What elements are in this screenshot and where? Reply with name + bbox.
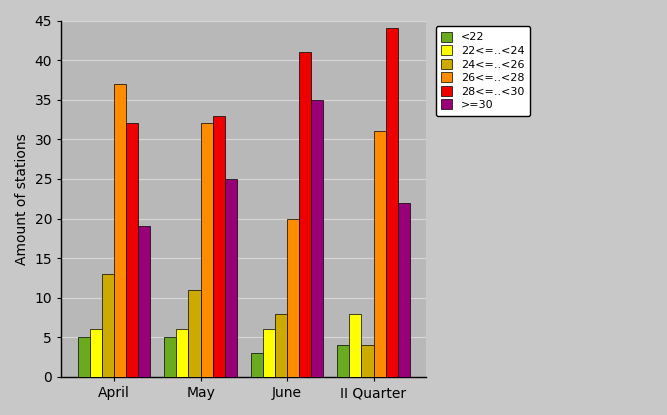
Bar [374, 132, 386, 377]
Y-axis label: Amount of stations: Amount of stations [15, 133, 29, 265]
Bar [126, 124, 138, 377]
Bar [164, 337, 176, 377]
Bar [102, 274, 114, 377]
Bar [138, 227, 151, 377]
Bar [213, 115, 225, 377]
Bar [338, 345, 350, 377]
Bar [362, 345, 374, 377]
Bar [176, 330, 189, 377]
Bar [201, 124, 213, 377]
Bar [90, 330, 102, 377]
Bar [299, 52, 311, 377]
Bar [386, 28, 398, 377]
Legend: <22, 22<=..<24, 24<=..<26, 26<=..<28, 28<=..<30, >=30: <22, 22<=..<24, 24<=..<26, 26<=..<28, 28… [436, 26, 530, 116]
Bar [251, 353, 263, 377]
Bar [263, 330, 275, 377]
Bar [225, 179, 237, 377]
Bar [350, 314, 362, 377]
Bar [114, 84, 126, 377]
Bar [189, 290, 201, 377]
Bar [311, 100, 323, 377]
Bar [287, 219, 299, 377]
Bar [275, 314, 287, 377]
Bar [398, 203, 410, 377]
Bar [78, 337, 90, 377]
